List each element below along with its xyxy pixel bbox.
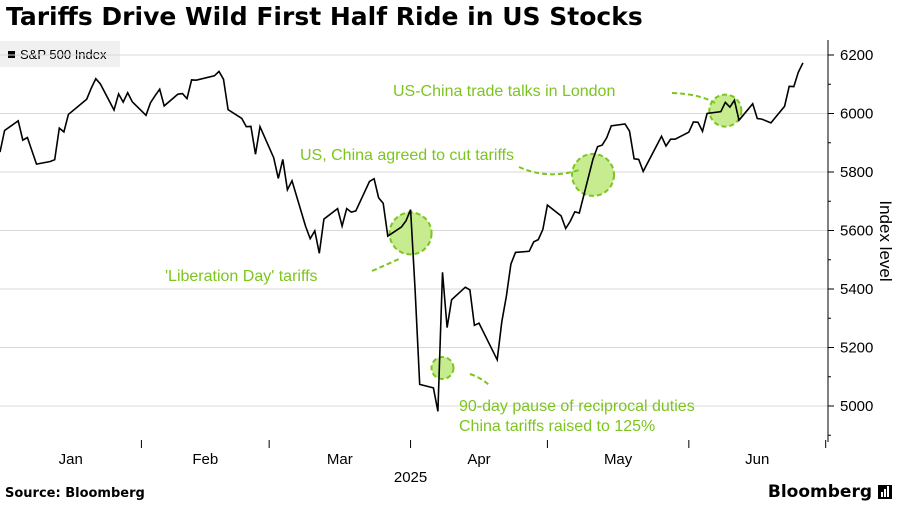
annotation-leader <box>371 257 402 272</box>
y-tick-label: 5000 <box>840 398 873 415</box>
legend: S&P 500 Index <box>0 41 120 67</box>
event-highlight-circle <box>571 152 616 197</box>
x-tick-label-jun: Jun <box>745 451 769 468</box>
brand-logo: Bloomberg <box>768 482 892 502</box>
chart-title: Tariffs Drive Wild First Half Ride in US… <box>6 2 643 31</box>
x-tick-label-mar: Mar <box>327 451 353 468</box>
y-axis-title: Index level <box>876 200 895 281</box>
y-tick-label: 5200 <box>840 340 873 357</box>
x-tick-label-apr: Apr <box>467 451 490 468</box>
annotation-leader <box>671 92 716 104</box>
series-line-sp500 <box>0 62 804 412</box>
y-tick-label: 5600 <box>840 223 873 240</box>
legend-swatch <box>8 50 15 58</box>
annotations: 'Liberation Day' tariffs 90-day pause of … <box>165 83 716 435</box>
annotation-label: 90-day pause of reciprocal duties <box>459 398 695 415</box>
x-axis: Jan Feb Mar Apr May Jun 2025 <box>59 440 827 486</box>
legend-label: S&P 500 Index <box>20 46 107 62</box>
annotation-leader <box>469 373 491 387</box>
x-tick-label-feb: Feb <box>192 451 218 468</box>
y-axis: 5000 5200 5400 5600 5800 6000 6200 Index level <box>827 40 895 442</box>
annotation-leader <box>518 166 580 176</box>
annotation-label: 'Liberation Day' tariffs <box>165 268 318 285</box>
y-tick-label: 6200 <box>840 47 873 64</box>
annotation-label-secondary: China tariffs raised to 125% <box>459 418 655 435</box>
event-highlights <box>388 93 743 380</box>
event-highlight-circle <box>430 355 455 380</box>
y-tick-label: 6000 <box>840 106 873 123</box>
source-note: Source: Bloomberg <box>5 486 145 501</box>
y-tick-label: 5800 <box>840 164 873 181</box>
y-tick-label: 5400 <box>840 281 873 298</box>
x-year-label: 2025 <box>394 469 427 486</box>
bloomberg-terminal-icon <box>878 485 892 499</box>
annotation-label: US, China agreed to cut tariffs <box>300 147 514 164</box>
grid-lines <box>0 54 828 407</box>
x-tick-label-jan: Jan <box>59 451 83 468</box>
x-tick-label-may: May <box>604 451 633 468</box>
annotation-label: US-China trade talks in London <box>393 83 615 100</box>
brand-name: Bloomberg <box>767 482 872 502</box>
